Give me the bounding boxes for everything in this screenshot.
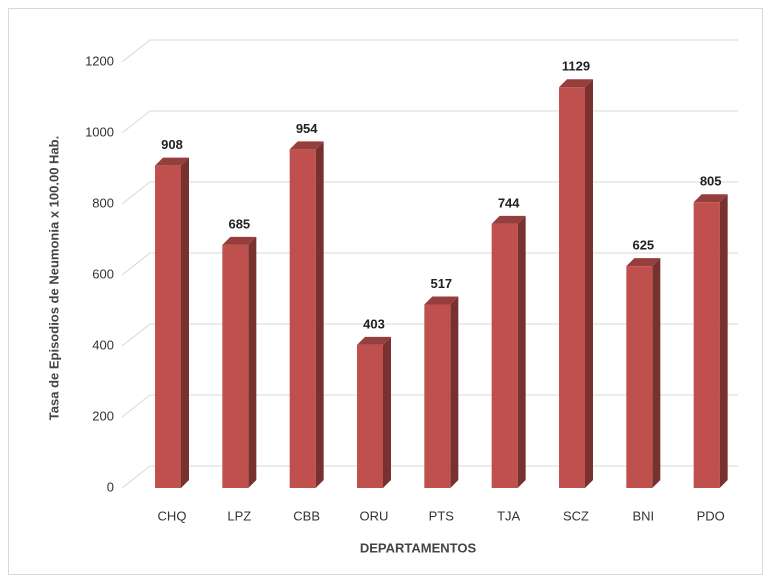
value-label: 1129	[562, 59, 590, 74]
value-label: 744	[498, 195, 520, 210]
bar	[491, 223, 518, 488]
grid-line	[121, 323, 738, 347]
value-label: 403	[363, 316, 385, 331]
grid-line	[121, 252, 738, 276]
grid-line	[121, 39, 738, 63]
x-tick-label: LPZ	[227, 508, 251, 523]
y-tick-label: 1000	[85, 124, 114, 139]
value-label: 625	[632, 238, 654, 253]
x-tick-label: BNI	[632, 508, 654, 523]
bar-side	[248, 236, 257, 488]
grid-line	[121, 394, 738, 418]
bar-top	[559, 79, 593, 88]
bar-top	[289, 141, 324, 150]
x-tick-label: PTS	[429, 508, 455, 523]
bar	[559, 87, 585, 488]
bar-side	[181, 157, 189, 488]
value-label: 954	[296, 121, 318, 136]
bar-side	[450, 296, 459, 488]
y-axis-title: Tasa de Episodios de Neumonia x 100.00 H…	[46, 136, 61, 420]
bar-top	[424, 296, 459, 305]
bar-side	[383, 336, 391, 488]
value-label: 805	[700, 174, 722, 189]
x-tick-label: CBB	[293, 508, 320, 523]
bar-top	[222, 236, 257, 245]
bar	[626, 266, 653, 488]
x-axis-title: DEPARTAMENTOS	[360, 540, 477, 555]
y-tick-label: 600	[92, 266, 114, 281]
bar-side	[719, 194, 728, 488]
value-label: 685	[228, 216, 250, 231]
value-label: 908	[161, 137, 183, 152]
bar	[424, 304, 451, 488]
y-tick-label: 0	[107, 479, 114, 494]
x-tick-label: TJA	[497, 508, 520, 523]
y-tick-label: 200	[92, 408, 114, 423]
bar-top	[693, 194, 728, 203]
bar-top	[155, 157, 189, 166]
y-tick-label: 400	[92, 337, 114, 352]
x-tick-label: SCZ	[563, 508, 589, 523]
grid-line	[121, 465, 738, 489]
bar	[289, 149, 316, 488]
y-tick-label: 1200	[85, 53, 114, 68]
bar	[357, 344, 383, 488]
bar-side	[585, 79, 593, 488]
bar	[155, 165, 181, 488]
grid-line	[121, 181, 738, 205]
bar-top	[357, 336, 391, 345]
x-tick-label: CHQ	[158, 508, 187, 523]
bar-top	[491, 215, 526, 224]
bar-side	[315, 141, 324, 488]
grid-line	[121, 110, 738, 134]
bar-side	[652, 258, 661, 488]
bar-top	[626, 258, 661, 267]
bar	[222, 244, 249, 488]
y-tick-label: 800	[92, 195, 114, 210]
value-label: 517	[430, 276, 452, 291]
x-tick-label: ORU	[360, 508, 389, 523]
bar-side	[517, 215, 526, 488]
bar	[693, 202, 720, 488]
x-tick-label: PDO	[697, 508, 725, 523]
